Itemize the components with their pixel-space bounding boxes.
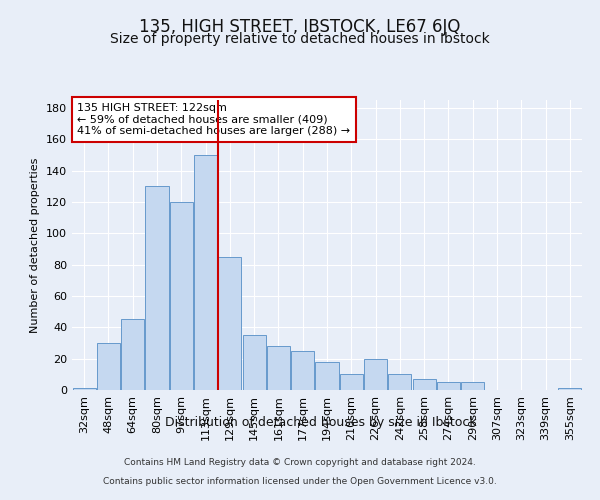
- Bar: [291, 351, 314, 390]
- Text: 135 HIGH STREET: 122sqm
← 59% of detached houses are smaller (409)
41% of semi-d: 135 HIGH STREET: 122sqm ← 59% of detache…: [77, 103, 350, 136]
- Bar: [242, 335, 266, 390]
- Bar: [170, 202, 193, 390]
- Bar: [461, 382, 484, 390]
- Bar: [437, 382, 460, 390]
- Bar: [413, 379, 436, 390]
- Bar: [267, 346, 290, 390]
- Text: Size of property relative to detached houses in Ibstock: Size of property relative to detached ho…: [110, 32, 490, 46]
- Bar: [340, 374, 363, 390]
- Bar: [145, 186, 169, 390]
- Bar: [218, 257, 241, 390]
- Bar: [364, 358, 387, 390]
- Bar: [559, 388, 581, 390]
- Text: Contains HM Land Registry data © Crown copyright and database right 2024.: Contains HM Land Registry data © Crown c…: [124, 458, 476, 467]
- Bar: [316, 362, 338, 390]
- Bar: [97, 343, 120, 390]
- Bar: [388, 374, 412, 390]
- Text: 135, HIGH STREET, IBSTOCK, LE67 6JQ: 135, HIGH STREET, IBSTOCK, LE67 6JQ: [139, 18, 461, 36]
- Bar: [121, 320, 144, 390]
- Text: Contains public sector information licensed under the Open Government Licence v3: Contains public sector information licen…: [103, 476, 497, 486]
- Bar: [194, 155, 217, 390]
- Text: Distribution of detached houses by size in Ibstock: Distribution of detached houses by size …: [165, 416, 477, 429]
- Bar: [73, 388, 95, 390]
- Y-axis label: Number of detached properties: Number of detached properties: [31, 158, 40, 332]
